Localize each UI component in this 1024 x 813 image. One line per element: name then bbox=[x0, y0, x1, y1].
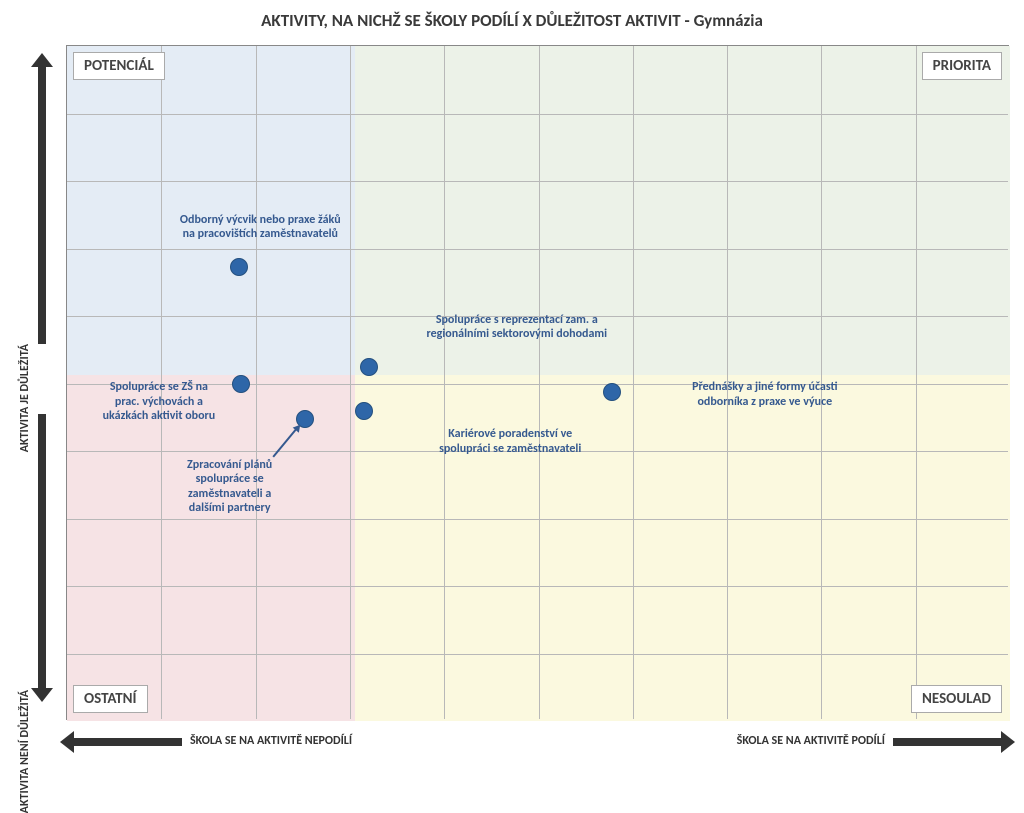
gridline-v bbox=[256, 46, 257, 719]
gridline-h bbox=[67, 519, 1008, 520]
x-axis-right-bar bbox=[893, 738, 1003, 746]
gridline-v bbox=[916, 46, 917, 719]
chart-title: AKTIVITY, NA NICHŽ SE ŠKOLY PODÍLÍ X DŮL… bbox=[0, 10, 1024, 31]
point-label-prednasky-odbornika: Přednášky a jiné formy účasti odborníka … bbox=[623, 380, 906, 409]
label-mismatch: NESOULAD bbox=[911, 685, 1002, 713]
gridline-h bbox=[67, 181, 1008, 182]
gridline-v bbox=[444, 46, 445, 719]
gridline-h bbox=[67, 654, 1008, 655]
point-label-spoluprace-reprezentaci: Spolupráce s reprezentací zam. a regioná… bbox=[361, 313, 672, 342]
point-karierove-poradenstvi bbox=[355, 402, 373, 420]
point-label-zpracovani-planu: Zpracování plánů spolupráce se zaměstnav… bbox=[147, 458, 312, 516]
point-label-karierove-poradenstvi: Kariérové poradenství ve spolupráci se z… bbox=[378, 427, 642, 456]
gridline-h bbox=[67, 586, 1008, 587]
y-axis-bottom-head bbox=[31, 688, 53, 702]
quadrant-other bbox=[67, 375, 355, 721]
point-label-odborny-vycvik: Odborný výcvik nebo praxe žáků na pracov… bbox=[119, 213, 402, 242]
label-other: OSTATNÍ bbox=[73, 685, 148, 713]
y-axis-top-bar bbox=[38, 65, 46, 344]
quadrant-potential bbox=[67, 46, 355, 375]
gridline-v bbox=[539, 46, 540, 719]
label-priority: PRIORITA bbox=[922, 52, 1002, 80]
point-prednasky-odbornika bbox=[603, 383, 621, 401]
x-axis-left-bar bbox=[72, 738, 182, 746]
y-axis-top-head bbox=[31, 53, 53, 67]
x-axis-left-label: ŠKOLA SE NA AKTIVITĚ NEPODÍLÍ bbox=[190, 734, 352, 748]
x-axis-right-label: ŠKOLA SE NA AKTIVITĚ PODÍLÍ bbox=[737, 734, 893, 748]
y-axis-bottom-bar bbox=[38, 414, 46, 690]
gridline-v bbox=[350, 46, 351, 719]
x-axis-right-head bbox=[1001, 731, 1015, 753]
x-axis-left-head bbox=[60, 731, 74, 753]
y-axis-bottom-label: AKTIVITA NENÍ DŮLEŽITÁ bbox=[18, 690, 32, 813]
gridline-h bbox=[67, 249, 1008, 250]
point-label-spoluprace-zs: Spolupráce se ZŠ na prac. výchovách a uk… bbox=[76, 380, 241, 423]
point-odborny-vycvik bbox=[230, 258, 248, 276]
gridline-h bbox=[67, 114, 1008, 115]
point-spoluprace-reprezentaci bbox=[360, 358, 378, 376]
quadrant-plot: POTENCIÁL PRIORITA OSTATNÍ NESOULAD Odborný … bbox=[66, 45, 1009, 720]
label-potential: POTENCIÁL bbox=[73, 52, 165, 80]
y-axis-top-label: AKTIVITA JE DŮLEŽITÁ bbox=[18, 344, 32, 452]
